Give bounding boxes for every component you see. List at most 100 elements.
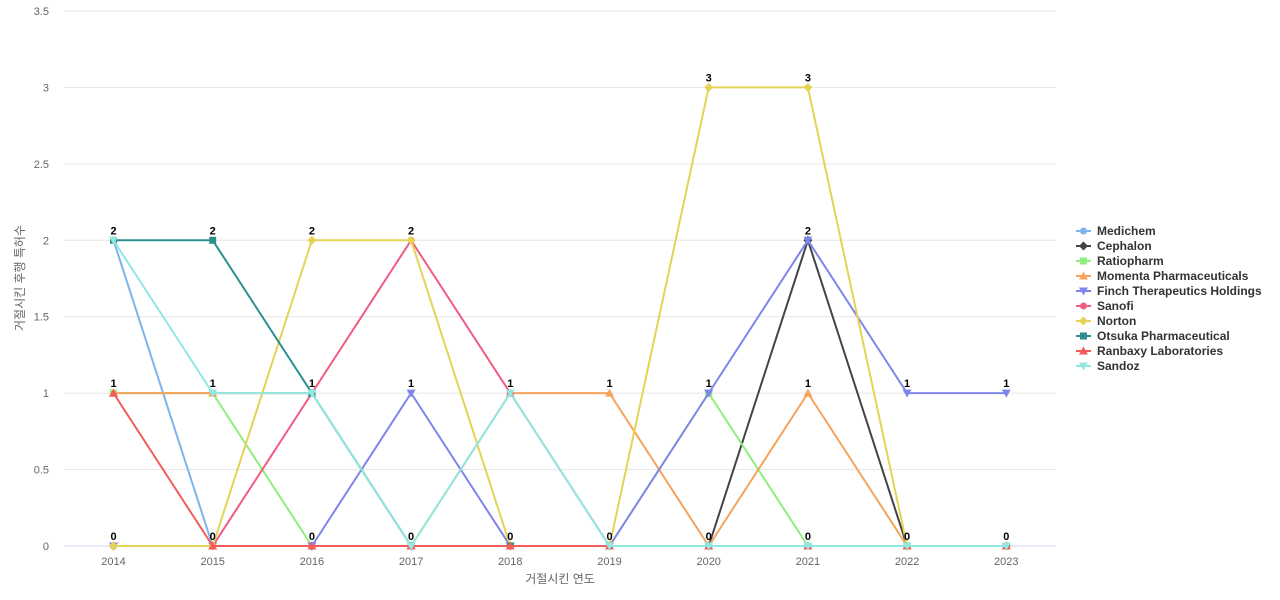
data-point: [307, 541, 317, 550]
y-tick-label: 3.5: [34, 6, 49, 18]
data-label: 0: [309, 531, 315, 543]
data-label: 1: [606, 378, 612, 390]
data-point: [1001, 542, 1011, 551]
y-axis-title: 거절시킨 후행 특허수: [12, 225, 27, 331]
x-tick-label: 2014: [101, 556, 125, 568]
data-point: [704, 389, 714, 398]
data-point: [505, 389, 515, 398]
data-point: [1079, 241, 1088, 251]
series-lines: [109, 82, 1011, 551]
legend-label: Cephalon: [1097, 239, 1152, 253]
data-point: [1079, 271, 1088, 280]
data-point: [803, 236, 813, 245]
data-point: [1079, 362, 1088, 371]
data-label: 3: [706, 72, 712, 84]
data-label: 1: [1003, 378, 1009, 390]
data-point: [109, 388, 118, 397]
x-tick-label: 2022: [895, 556, 919, 568]
data-label: 3: [805, 72, 811, 84]
data-point: [208, 389, 218, 398]
data-point: [307, 389, 317, 398]
legend-item: Cephalon: [1076, 239, 1152, 253]
data-point: [704, 82, 714, 92]
data-label: 1: [805, 378, 811, 390]
data-labels: 2 1 0 2 1 0 2 1 0 2 1 0 1 0 1 0 3 1 0 3 2 1 0 1 0 1 0: [110, 72, 1009, 543]
legend-item: Sandoz: [1076, 359, 1140, 373]
y-tick-label: 0: [43, 541, 49, 553]
data-label: 1: [110, 378, 116, 390]
data-point: [902, 542, 912, 551]
data-label: 2: [210, 225, 216, 237]
data-point: [605, 388, 614, 397]
data-point: [1001, 389, 1011, 398]
data-label: 1: [408, 378, 414, 390]
legend-item: Sanofi: [1076, 299, 1134, 313]
data-label: 0: [904, 531, 910, 543]
data-label: 1: [309, 378, 315, 390]
data-point: [109, 236, 118, 245]
legend-label: Sandoz: [1097, 359, 1140, 373]
data-point: [902, 389, 912, 398]
data-point: [1080, 257, 1087, 265]
data-label: 0: [210, 531, 216, 543]
legend-item: Ratiopharm: [1076, 254, 1164, 268]
data-point: [109, 541, 118, 551]
y-tick-label: 3: [43, 82, 49, 94]
x-tick-label: 2016: [300, 556, 324, 568]
legend-item: Ranbaxy Laboratories: [1076, 344, 1223, 358]
data-point: [307, 235, 317, 245]
data-label: 2: [408, 225, 414, 237]
legend-label: Medichem: [1097, 224, 1156, 238]
data-point: [803, 542, 813, 551]
y-tick-label: 2: [43, 235, 49, 247]
data-point: [406, 235, 416, 245]
data-point: [605, 542, 614, 551]
data-label: 0: [606, 531, 612, 543]
x-tick-label: 2019: [597, 556, 621, 568]
data-label: 0: [110, 531, 116, 543]
x-tick-label: 2023: [994, 556, 1018, 568]
legend-label: Sanofi: [1097, 299, 1134, 313]
data-label: 2: [110, 225, 116, 237]
legend-label: Momenta Pharmaceuticals: [1097, 269, 1249, 283]
data-label: 1: [507, 378, 513, 390]
series-line: [112, 239, 1007, 547]
y-tick-label: 1.5: [34, 312, 49, 324]
data-point: [1080, 227, 1087, 235]
data-point: [1079, 346, 1088, 355]
data-point: [803, 82, 813, 92]
x-tick-label: 2017: [399, 556, 423, 568]
data-label: 2: [309, 225, 315, 237]
legend-label: Norton: [1097, 314, 1136, 328]
legend-label: Otsuka Pharmaceutical: [1097, 329, 1230, 343]
legend-item: Norton: [1076, 314, 1136, 328]
data-point: [406, 542, 416, 551]
data-point: [803, 388, 813, 397]
data-point: [1080, 332, 1087, 340]
data-label: 1: [210, 378, 216, 390]
y-tick-label: 0.5: [34, 465, 49, 477]
data-point: [1079, 287, 1088, 296]
data-point: [1079, 316, 1088, 326]
data-point: [209, 236, 217, 244]
legend-label: Finch Therapeutics Holdings: [1097, 284, 1262, 298]
y-tick-label: 1: [43, 388, 49, 400]
x-tick-label: 2015: [200, 556, 224, 568]
data-label: 1: [904, 378, 910, 390]
data-point: [1080, 302, 1087, 310]
data-point: [704, 542, 714, 551]
data-point: [406, 389, 416, 398]
x-tick-label: 2020: [696, 556, 720, 568]
data-label: 0: [1003, 531, 1009, 543]
legend-label: Ratiopharm: [1097, 254, 1164, 268]
series-sandoz: [109, 236, 1011, 551]
data-label: 1: [706, 378, 712, 390]
legend-item: Momenta Pharmaceuticals: [1076, 269, 1249, 283]
legend-label: Ranbaxy Laboratories: [1097, 344, 1223, 358]
y-tick-label: 2.5: [34, 159, 49, 171]
data-label: 0: [706, 531, 712, 543]
grid-lines: [64, 10, 1056, 547]
data-label: 2: [805, 225, 811, 237]
